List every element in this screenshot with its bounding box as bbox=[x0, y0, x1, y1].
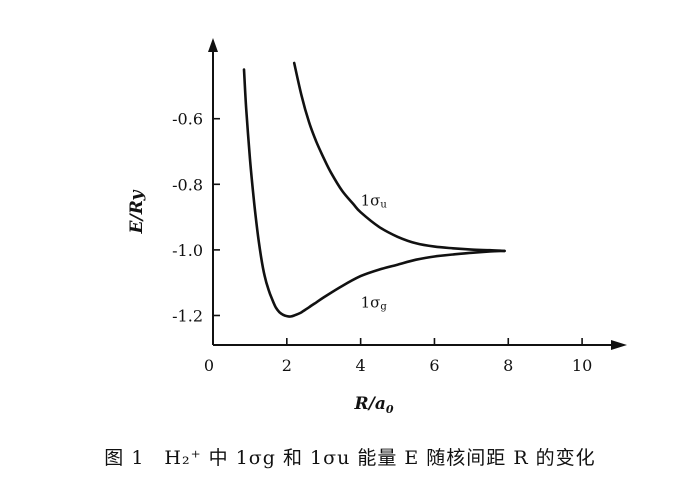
series-label-sub: g bbox=[380, 301, 387, 312]
y-tick-label: -0.6 bbox=[172, 110, 203, 129]
axes bbox=[208, 38, 627, 350]
x-axis-title: R/a0 bbox=[353, 394, 393, 416]
x-tick-label: 8 bbox=[503, 356, 513, 375]
series-label-u: 1σu bbox=[361, 192, 388, 211]
series-label-g: 1σg bbox=[361, 293, 388, 312]
y-tick-label: -1.2 bbox=[172, 306, 203, 325]
figure-caption: 图 1 H₂⁺ 中 1σg 和 1σu 能量 E 随核间距 R 的变化 bbox=[104, 447, 596, 469]
y-tick-label: -1.0 bbox=[172, 241, 203, 260]
y-axis-arrow bbox=[208, 38, 218, 52]
series-lines bbox=[242, 61, 506, 318]
x-tick-label: 2 bbox=[282, 356, 292, 375]
y-tick-label: -0.8 bbox=[172, 175, 203, 194]
series-label-sub: u bbox=[380, 200, 387, 211]
x-tick-label: 10 bbox=[572, 356, 592, 375]
x-axis-title-main: R/a bbox=[353, 394, 385, 414]
ticks: 0 2 4 6 8 10 -0.6 -0.8 -1.0 -1.2 bbox=[172, 110, 592, 375]
series-label-main: 1σ bbox=[361, 293, 381, 311]
x-tick-label: 0 bbox=[204, 356, 214, 375]
x-axis-title-sub: 0 bbox=[386, 403, 394, 416]
y-axis-title: E/Ry bbox=[127, 189, 147, 234]
series-label-main: 1σ bbox=[361, 192, 381, 210]
x-tick-label: 4 bbox=[356, 356, 366, 375]
series-line-sigma-u bbox=[292, 61, 506, 253]
x-tick-label: 6 bbox=[429, 356, 439, 375]
x-axis-arrow bbox=[611, 340, 627, 350]
series-line-sigma-g bbox=[242, 68, 506, 318]
